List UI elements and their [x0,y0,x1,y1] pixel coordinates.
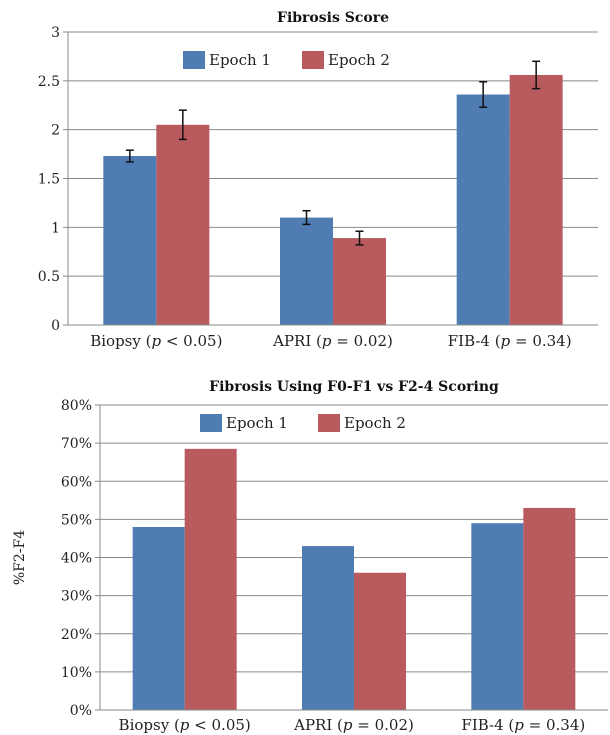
x-tick-label: APRI (p = 0.02) [272,332,393,350]
legend-label-epoch-1: Epoch 1 [226,414,288,432]
y-tick-label: 0 [51,318,60,334]
bar-biopsy-epoch-1 [103,156,157,325]
fibrosis-f2f4-chart: Fibrosis Using F0-F1 vs F2-4 Scoring 0% 10… [12,379,608,734]
bar-fib-4-epoch-2 [523,507,576,710]
fibrosis-score-chart: Fibrosis Score 0 0.5 1 1.5 2 2.5 3 Biopsy (p < 0… [38,10,598,350]
y-tick-label: 1 [51,220,60,236]
x-tick-label: FIB-4 (p = 0.34) [448,332,572,350]
y-tick-label: 20% [61,627,92,643]
y-tick-label: 50% [61,512,92,528]
x-tick-label: Biopsy (p < 0.05) [119,716,251,734]
y-tick-label: 2 [51,123,60,139]
bar-apri-epoch-1 [280,217,333,325]
y-tick-label: 30% [61,589,92,605]
y-tick-label: 70% [61,436,92,452]
bar-apri-epoch-1 [302,546,354,710]
chart-title: Fibrosis Score [277,10,389,26]
bar-apri-epoch-2 [354,572,406,710]
y-tick-label: 3 [51,25,60,41]
y-tick-label: 0.5 [38,269,60,285]
legend-label-epoch-2: Epoch 2 [344,414,406,432]
y-tick-label: 0% [70,703,92,719]
legend-swatch-epoch-2 [318,414,340,432]
y-tick-label: 2.5 [38,74,60,90]
bar-apri-epoch-2 [333,238,386,325]
chart-title: Fibrosis Using F0-F1 vs F2-4 Scoring [209,379,499,395]
y-axis-label: %F2-F4 [12,530,28,585]
x-tick-label: APRI (p = 0.02) [293,716,414,734]
y-tick-label: 10% [61,665,92,681]
bar-biopsy-epoch-2 [184,448,237,710]
y-tick-label: 60% [61,474,92,490]
bar-biopsy-epoch-2 [156,124,210,326]
y-tick-label: 40% [61,551,92,567]
legend-swatch-epoch-2 [302,51,324,69]
y-tick-label: 1.5 [38,172,60,188]
legend-swatch-epoch-1 [183,51,205,69]
y-tick-label: 80% [61,398,92,414]
legend-label-epoch-1: Epoch 1 [209,51,271,69]
bar-fib-4-epoch-2 [509,74,563,326]
bar-fib-4-epoch-1 [471,523,524,710]
bar-fib-4-epoch-1 [456,94,510,325]
bar-biopsy-epoch-1 [132,527,185,710]
legend-label-epoch-2: Epoch 2 [328,51,390,69]
x-tick-label: Biopsy (p < 0.05) [90,332,222,350]
x-tick-label: FIB-4 (p = 0.34) [461,716,585,734]
legend-swatch-epoch-1 [200,414,222,432]
